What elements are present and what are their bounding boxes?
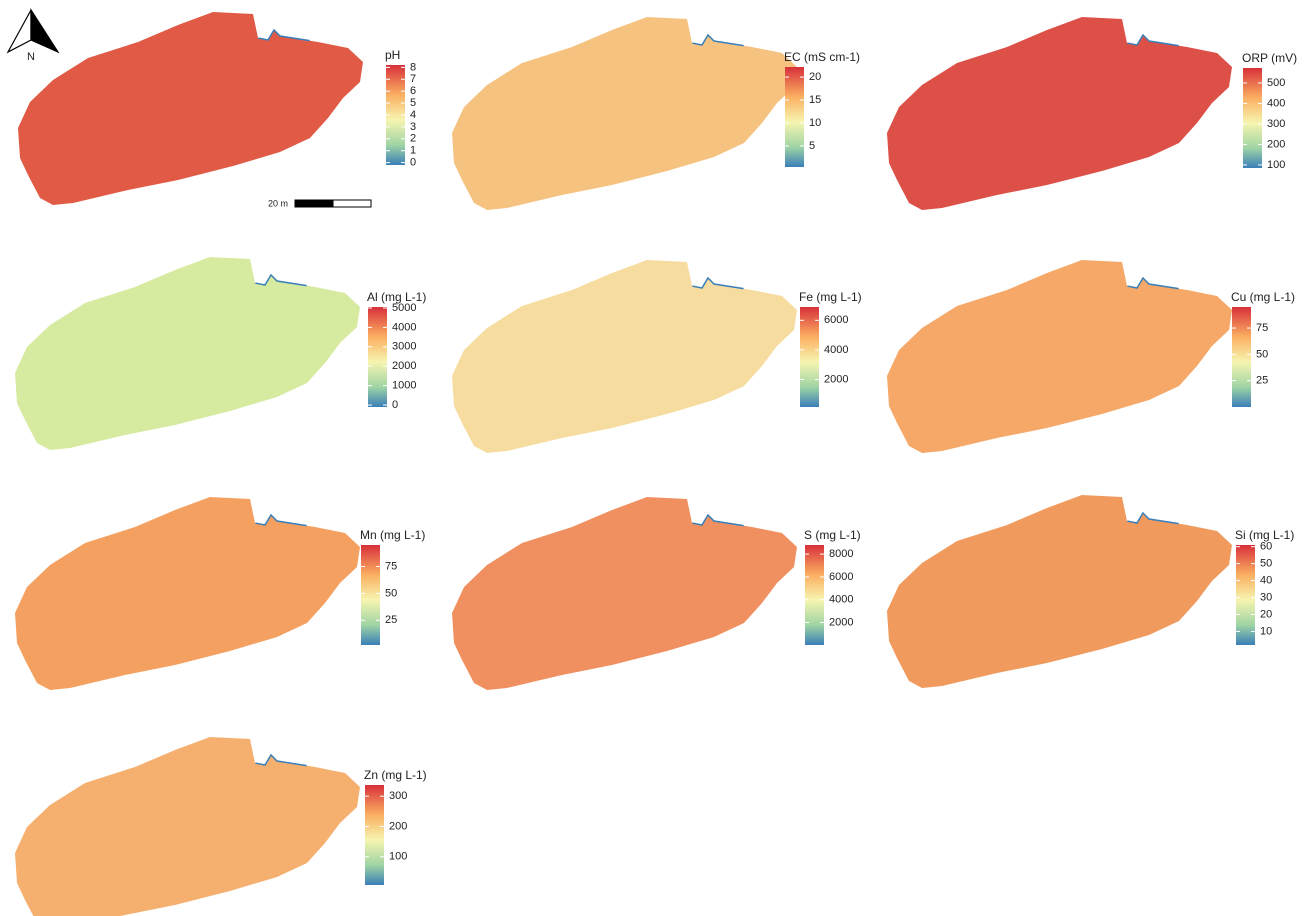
legend-title: ORP (mV) [1242, 51, 1297, 65]
legend-title: Cu (mg L-1) [1231, 290, 1295, 304]
colorbar-tick-label: 200 [1267, 138, 1285, 150]
colorbar-tick-label: 0 [410, 157, 416, 169]
colorbar [1236, 545, 1255, 645]
colorbar-tick-label: 2000 [824, 373, 848, 385]
colorbar-tick-label: 75 [385, 560, 397, 572]
map-surface [18, 12, 363, 205]
legend-title: Fe (mg L-1) [799, 290, 862, 304]
colorbar-tick-label: 25 [1256, 375, 1268, 387]
colorbar-tick-label: 4000 [392, 321, 416, 333]
colorbar-tick-label: 200 [389, 820, 407, 832]
colorbar-tick-label: 2000 [829, 616, 853, 628]
colorbar-tick-label: 7 [410, 73, 416, 85]
colorbar-tick-label: 300 [1267, 118, 1285, 130]
colorbar-tick-label: 4000 [824, 344, 848, 356]
map-surface [452, 260, 797, 453]
map-surface [452, 497, 797, 690]
map-surface [452, 17, 797, 210]
colorbar-tick-label: 6 [410, 85, 416, 97]
colorbar-tick-label: 8000 [829, 548, 853, 560]
colorbar-tick-label: 20 [809, 71, 821, 83]
colorbar [365, 785, 384, 885]
colorbar-tick-label: 75 [1256, 322, 1268, 334]
map-surface [887, 495, 1232, 688]
map-surface [15, 737, 360, 916]
colorbar-tick-label: 50 [385, 587, 397, 599]
colorbar-tick-label: 5 [410, 97, 416, 109]
figure: N 20 m pH012345678EC (mS cm-1)5101520ORP… [0, 0, 1314, 916]
colorbar-tick-label: 50 [1256, 348, 1268, 360]
colorbar-tick-label: 30 [1260, 591, 1272, 603]
colorbar-tick-label: 6000 [829, 571, 853, 583]
colorbar-tick-label: 2000 [392, 360, 416, 372]
panel: Zn (mg L-1) 100 200 300 [15, 737, 427, 916]
colorbar-tick-label: 25 [385, 614, 397, 626]
map-surface [887, 260, 1232, 453]
colorbar [361, 545, 380, 645]
map-surface [15, 497, 360, 690]
map-surface [887, 17, 1232, 210]
colorbar [805, 545, 824, 645]
map-surface [15, 257, 360, 450]
colorbar-tick-label: 1 [410, 145, 416, 157]
scale-bar-label: 20 m [268, 198, 288, 208]
colorbar [800, 307, 819, 407]
legend-title: EC (mS cm-1) [784, 50, 860, 64]
panel: Fe (mg L-1) 2000 4000 6000 [452, 260, 862, 453]
colorbar-tick-label: 100 [389, 851, 407, 863]
legend-title: S (mg L-1) [804, 528, 861, 542]
colorbar-tick-label: 10 [1260, 625, 1272, 637]
colorbar-tick-label: 1000 [392, 380, 416, 392]
panel: Mn (mg L-1) 25 50 75 [15, 497, 425, 690]
legend-title: Mn (mg L-1) [360, 528, 425, 542]
colorbar-tick-label: 10 [809, 117, 821, 129]
colorbar-tick-label: 4000 [829, 594, 853, 606]
colorbar-tick-label: 3000 [392, 341, 416, 353]
colorbar [785, 67, 804, 167]
colorbar [1232, 307, 1251, 407]
scale-bar: 20 m [268, 198, 371, 208]
colorbar-tick-label: 60 [1260, 541, 1272, 553]
page: {"north_label": "N", "scale_bar_label": … [0, 0, 1314, 916]
colorbar-tick-label: 6000 [824, 314, 848, 326]
colorbar-tick-label: 2 [410, 133, 416, 145]
panel: EC (mS cm-1) 5 10 15 20 [452, 17, 860, 210]
north-label: N [27, 51, 35, 63]
colorbar-tick-label: 4 [410, 109, 416, 121]
colorbar-tick-label: 5000 [392, 302, 416, 314]
colorbar-tick-label: 8 [410, 61, 416, 73]
panel: S (mg L-1) 2000 4000 6000 8000 [452, 497, 861, 690]
colorbar-tick-label: 50 [1260, 558, 1272, 570]
legend-title: Zn (mg L-1) [364, 768, 427, 782]
colorbar-tick-label: 300 [389, 790, 407, 802]
colorbar-tick-label: 400 [1267, 97, 1285, 109]
colorbar [368, 307, 387, 407]
legend-title: pH [385, 48, 400, 62]
panel: ORP (mV) 100 200 300 400 500 [887, 17, 1297, 210]
colorbar-tick-label: 0 [392, 399, 398, 411]
colorbar-tick-label: 500 [1267, 77, 1285, 89]
panel: Cu (mg L-1) 25 50 75 [887, 260, 1295, 453]
colorbar-tick-label: 100 [1267, 159, 1285, 171]
colorbar-tick-label: 15 [809, 94, 821, 106]
colorbar-tick-label: 40 [1260, 574, 1272, 586]
north-arrow: N [8, 10, 58, 63]
colorbar-tick-label: 20 [1260, 608, 1272, 620]
colorbar-tick-label: 5 [809, 140, 815, 152]
colorbar-tick-label: 3 [410, 121, 416, 133]
